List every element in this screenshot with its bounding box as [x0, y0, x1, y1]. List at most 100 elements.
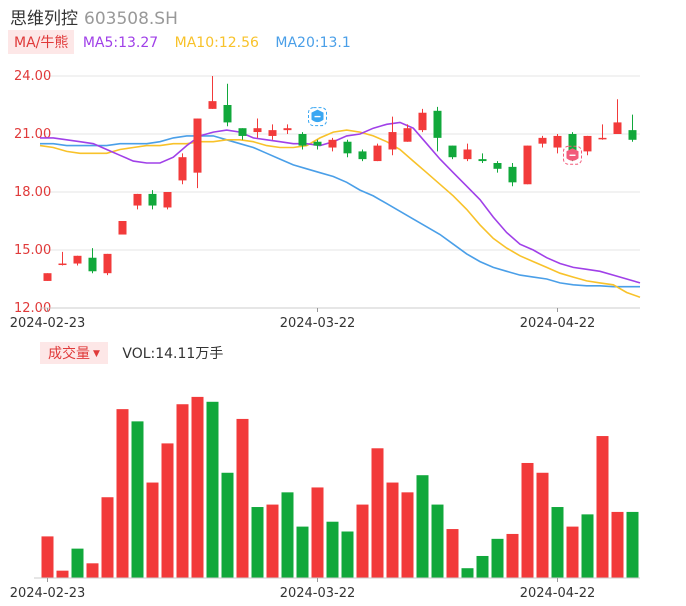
candle-body: [163, 192, 172, 208]
candle: [433, 106, 442, 152]
marker-frame: [563, 145, 582, 165]
candle: [133, 193, 142, 210]
candle-body: [463, 149, 472, 160]
volume-bar: [401, 492, 414, 578]
volume-bar: [476, 555, 489, 578]
candle-body: [328, 139, 337, 148]
candle: [223, 83, 232, 127]
volume-bar: [206, 401, 219, 578]
candle-body: [208, 101, 217, 109]
candle: [328, 137, 337, 152]
volume-indicator-selector[interactable]: 成交量 ▼: [40, 342, 108, 364]
volume-bar: [491, 538, 504, 578]
volume-bar: [551, 507, 564, 578]
candle: [298, 132, 307, 150]
candle-body: [73, 255, 82, 264]
volume-bar: [566, 526, 579, 578]
volume-bar: [176, 404, 189, 578]
ma-legend: MA/牛熊 MA5:13.27 MA10:12.56 MA20:13.1: [8, 30, 363, 54]
volume-bar: [131, 421, 144, 578]
volume-value: VOL:14.11万手: [122, 346, 224, 362]
candle-body: [418, 112, 427, 131]
candle-body: [373, 145, 382, 162]
price-grid: [40, 75, 640, 309]
price-tick-label: 15.00: [14, 243, 51, 258]
candle: [493, 161, 502, 173]
date-tick-label: 2024-02-23: [10, 586, 86, 601]
candle-body: [403, 128, 412, 142]
price-tick-label: 21.00: [14, 127, 51, 142]
ma20-line: [40, 135, 640, 288]
candle: [538, 135, 547, 148]
price-tick-label: 12.00: [14, 301, 51, 316]
volume-legend: 成交量 ▼ VOL:14.11万手: [40, 342, 224, 364]
candle-body: [448, 145, 457, 158]
volume-bar: [416, 475, 429, 578]
candle-body: [58, 263, 67, 266]
volume-bar: [161, 443, 174, 578]
candle: [148, 190, 157, 210]
volume-bar: [71, 548, 84, 578]
volume-bar: [506, 533, 519, 578]
candle-body: [388, 132, 397, 150]
candle: [583, 135, 592, 156]
price-date-axis: 2024-02-23 2024-03-22 2024-04-22: [10, 307, 640, 331]
volume-bar: [596, 436, 609, 578]
stock-header: 思维列控 603508.SH: [10, 4, 178, 29]
ma20-legend: MA20:13.1: [275, 35, 351, 51]
volume-bar: [536, 472, 549, 578]
volume-bar: [56, 570, 69, 578]
candle: [598, 124, 607, 140]
candle-body: [538, 137, 547, 144]
candle-body: [133, 193, 142, 206]
candle: [253, 118, 262, 138]
candle-body: [43, 273, 52, 281]
volume-bar: [611, 511, 624, 578]
candle: [478, 153, 487, 163]
candle: [463, 143, 472, 162]
candle: [313, 139, 322, 150]
volume-bar: [386, 482, 399, 578]
volume-bar: [431, 504, 444, 578]
date-tick-label: 2024-03-22: [280, 586, 356, 601]
candle-body: [493, 163, 502, 169]
volume-bar: [521, 462, 534, 578]
candle-body: [193, 118, 202, 173]
stock-name: 思维列控: [10, 9, 78, 29]
candle: [163, 192, 172, 210]
volume-bar: [86, 563, 99, 578]
date-tick-label: 2024-02-23: [10, 316, 86, 331]
volume-bar: [311, 487, 324, 578]
volume-bar: [236, 418, 249, 578]
candle: [523, 145, 532, 185]
candle: [448, 145, 457, 160]
date-tick-label: 2024-03-22: [280, 316, 356, 331]
candle: [193, 118, 202, 189]
volume-bar: [281, 492, 294, 578]
volume-bar: [626, 511, 639, 578]
volume-bar: [461, 568, 474, 578]
ma10-legend: MA10:12.56: [174, 35, 259, 51]
volume-bar: [146, 482, 159, 578]
candle: [283, 124, 292, 134]
candle: [358, 149, 367, 162]
candle: [403, 124, 412, 142]
ma-indicator-selector[interactable]: MA/牛熊: [8, 30, 75, 54]
candle-body: [118, 221, 127, 235]
volume-bar: [356, 504, 369, 578]
candle: [43, 273, 52, 281]
candle: [103, 253, 112, 276]
caret-down-icon: ▼: [93, 349, 100, 359]
volume-bar: [191, 396, 204, 578]
price-tick-label: 18.00: [14, 185, 51, 200]
candle-body: [433, 110, 442, 138]
volume-bar: [326, 521, 339, 578]
ma-lines: [39, 121, 641, 298]
date-tick-label: 2024-04-22: [520, 316, 596, 331]
candle-body: [553, 135, 562, 148]
candle-body: [223, 105, 232, 123]
candle: [238, 128, 247, 140]
candle-body: [523, 145, 532, 185]
candle-body: [313, 141, 322, 146]
